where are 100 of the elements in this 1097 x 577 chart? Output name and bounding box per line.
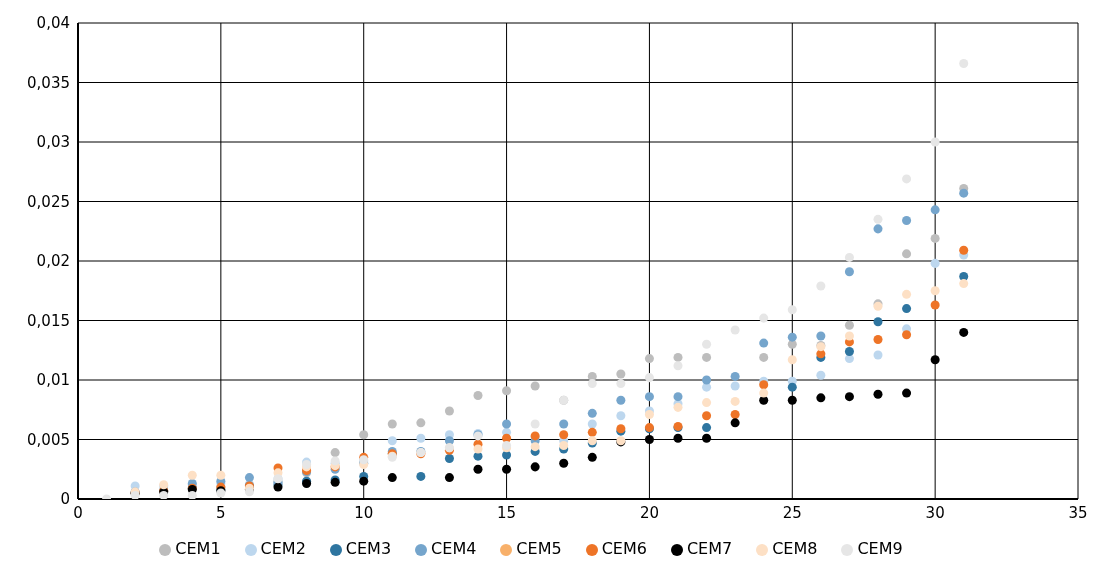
point: [673, 361, 683, 371]
point: [502, 419, 512, 429]
point: [587, 408, 597, 418]
point: [902, 249, 912, 259]
point: [616, 369, 626, 379]
y-tick-label: 0,04: [36, 14, 70, 33]
x-tick-label: 0: [73, 503, 83, 522]
point: [959, 245, 969, 255]
point: [587, 452, 597, 462]
point: [844, 346, 854, 356]
point: [902, 388, 912, 398]
point: [873, 317, 883, 327]
point: [444, 454, 454, 464]
point: [930, 355, 940, 365]
point: [444, 473, 454, 483]
point: [702, 352, 712, 362]
point: [816, 370, 826, 380]
point: [616, 379, 626, 389]
y-tick-label: 0: [60, 490, 70, 509]
point: [787, 355, 797, 365]
point: [187, 490, 197, 499]
point: [930, 137, 940, 147]
point: [844, 252, 854, 262]
y-tick-label: 0,005: [27, 430, 70, 449]
point: [644, 410, 654, 420]
y-tick-label: 0,02: [36, 252, 70, 271]
point: [330, 448, 340, 458]
point: [959, 327, 969, 337]
point: [644, 373, 654, 383]
point: [702, 423, 712, 433]
legend-label: CEM7: [686, 539, 733, 558]
point: [730, 325, 740, 335]
point: [902, 330, 912, 340]
point: [816, 393, 826, 403]
point: [902, 304, 912, 314]
point: [359, 476, 369, 486]
point: [502, 464, 512, 474]
point: [187, 470, 197, 480]
point: [416, 471, 426, 481]
x-tick-label: 30: [925, 503, 945, 522]
legend-label: CEM1: [175, 539, 221, 558]
point: [530, 442, 540, 452]
point: [873, 350, 883, 360]
point: [844, 267, 854, 277]
point: [559, 458, 569, 468]
x-tick-label: 20: [639, 503, 659, 522]
point: [873, 224, 883, 234]
point: [730, 410, 740, 420]
point: [702, 398, 712, 408]
point: [730, 371, 740, 381]
point: [730, 381, 740, 391]
point: [902, 289, 912, 299]
point: [416, 418, 426, 428]
point: [530, 381, 540, 391]
point: [759, 395, 769, 405]
point: [416, 433, 426, 443]
point: [844, 392, 854, 402]
point: [530, 419, 540, 429]
point: [844, 320, 854, 330]
point: [473, 444, 483, 454]
point: [587, 419, 597, 429]
point: [673, 392, 683, 402]
point: [216, 470, 226, 480]
point: [902, 216, 912, 226]
point: [616, 411, 626, 421]
point: [359, 430, 369, 440]
x-tick-label: 35: [1068, 503, 1088, 522]
point: [759, 380, 769, 390]
point: [759, 352, 769, 362]
x-tick-label: 15: [497, 503, 517, 522]
point: [530, 462, 540, 472]
y-tick-label: 0,03: [36, 133, 70, 152]
legend-label: CEM5: [516, 539, 562, 558]
y-tick-label: 0,035: [27, 73, 70, 92]
point: [759, 388, 769, 398]
legend-label: CEM9: [857, 539, 903, 558]
point: [702, 339, 712, 349]
point: [959, 188, 969, 198]
point: [844, 331, 854, 341]
x-tick-label: 10: [354, 503, 374, 522]
legend-label: CEM6: [601, 539, 647, 558]
legend-label: CEM4: [431, 539, 477, 558]
point: [959, 58, 969, 68]
point: [559, 440, 569, 450]
point: [930, 233, 940, 243]
y-tick-label: 0,025: [27, 192, 70, 211]
point: [702, 375, 712, 385]
point: [930, 205, 940, 215]
point: [930, 286, 940, 296]
point: [787, 395, 797, 405]
point: [587, 427, 597, 437]
point: [444, 406, 454, 416]
legend-label: CEM3: [345, 539, 392, 558]
point: [444, 436, 454, 446]
point: [816, 331, 826, 341]
point: [873, 335, 883, 345]
point: [787, 332, 797, 342]
point: [644, 354, 654, 364]
x-tick-label: 25: [782, 503, 802, 522]
point: [702, 433, 712, 443]
